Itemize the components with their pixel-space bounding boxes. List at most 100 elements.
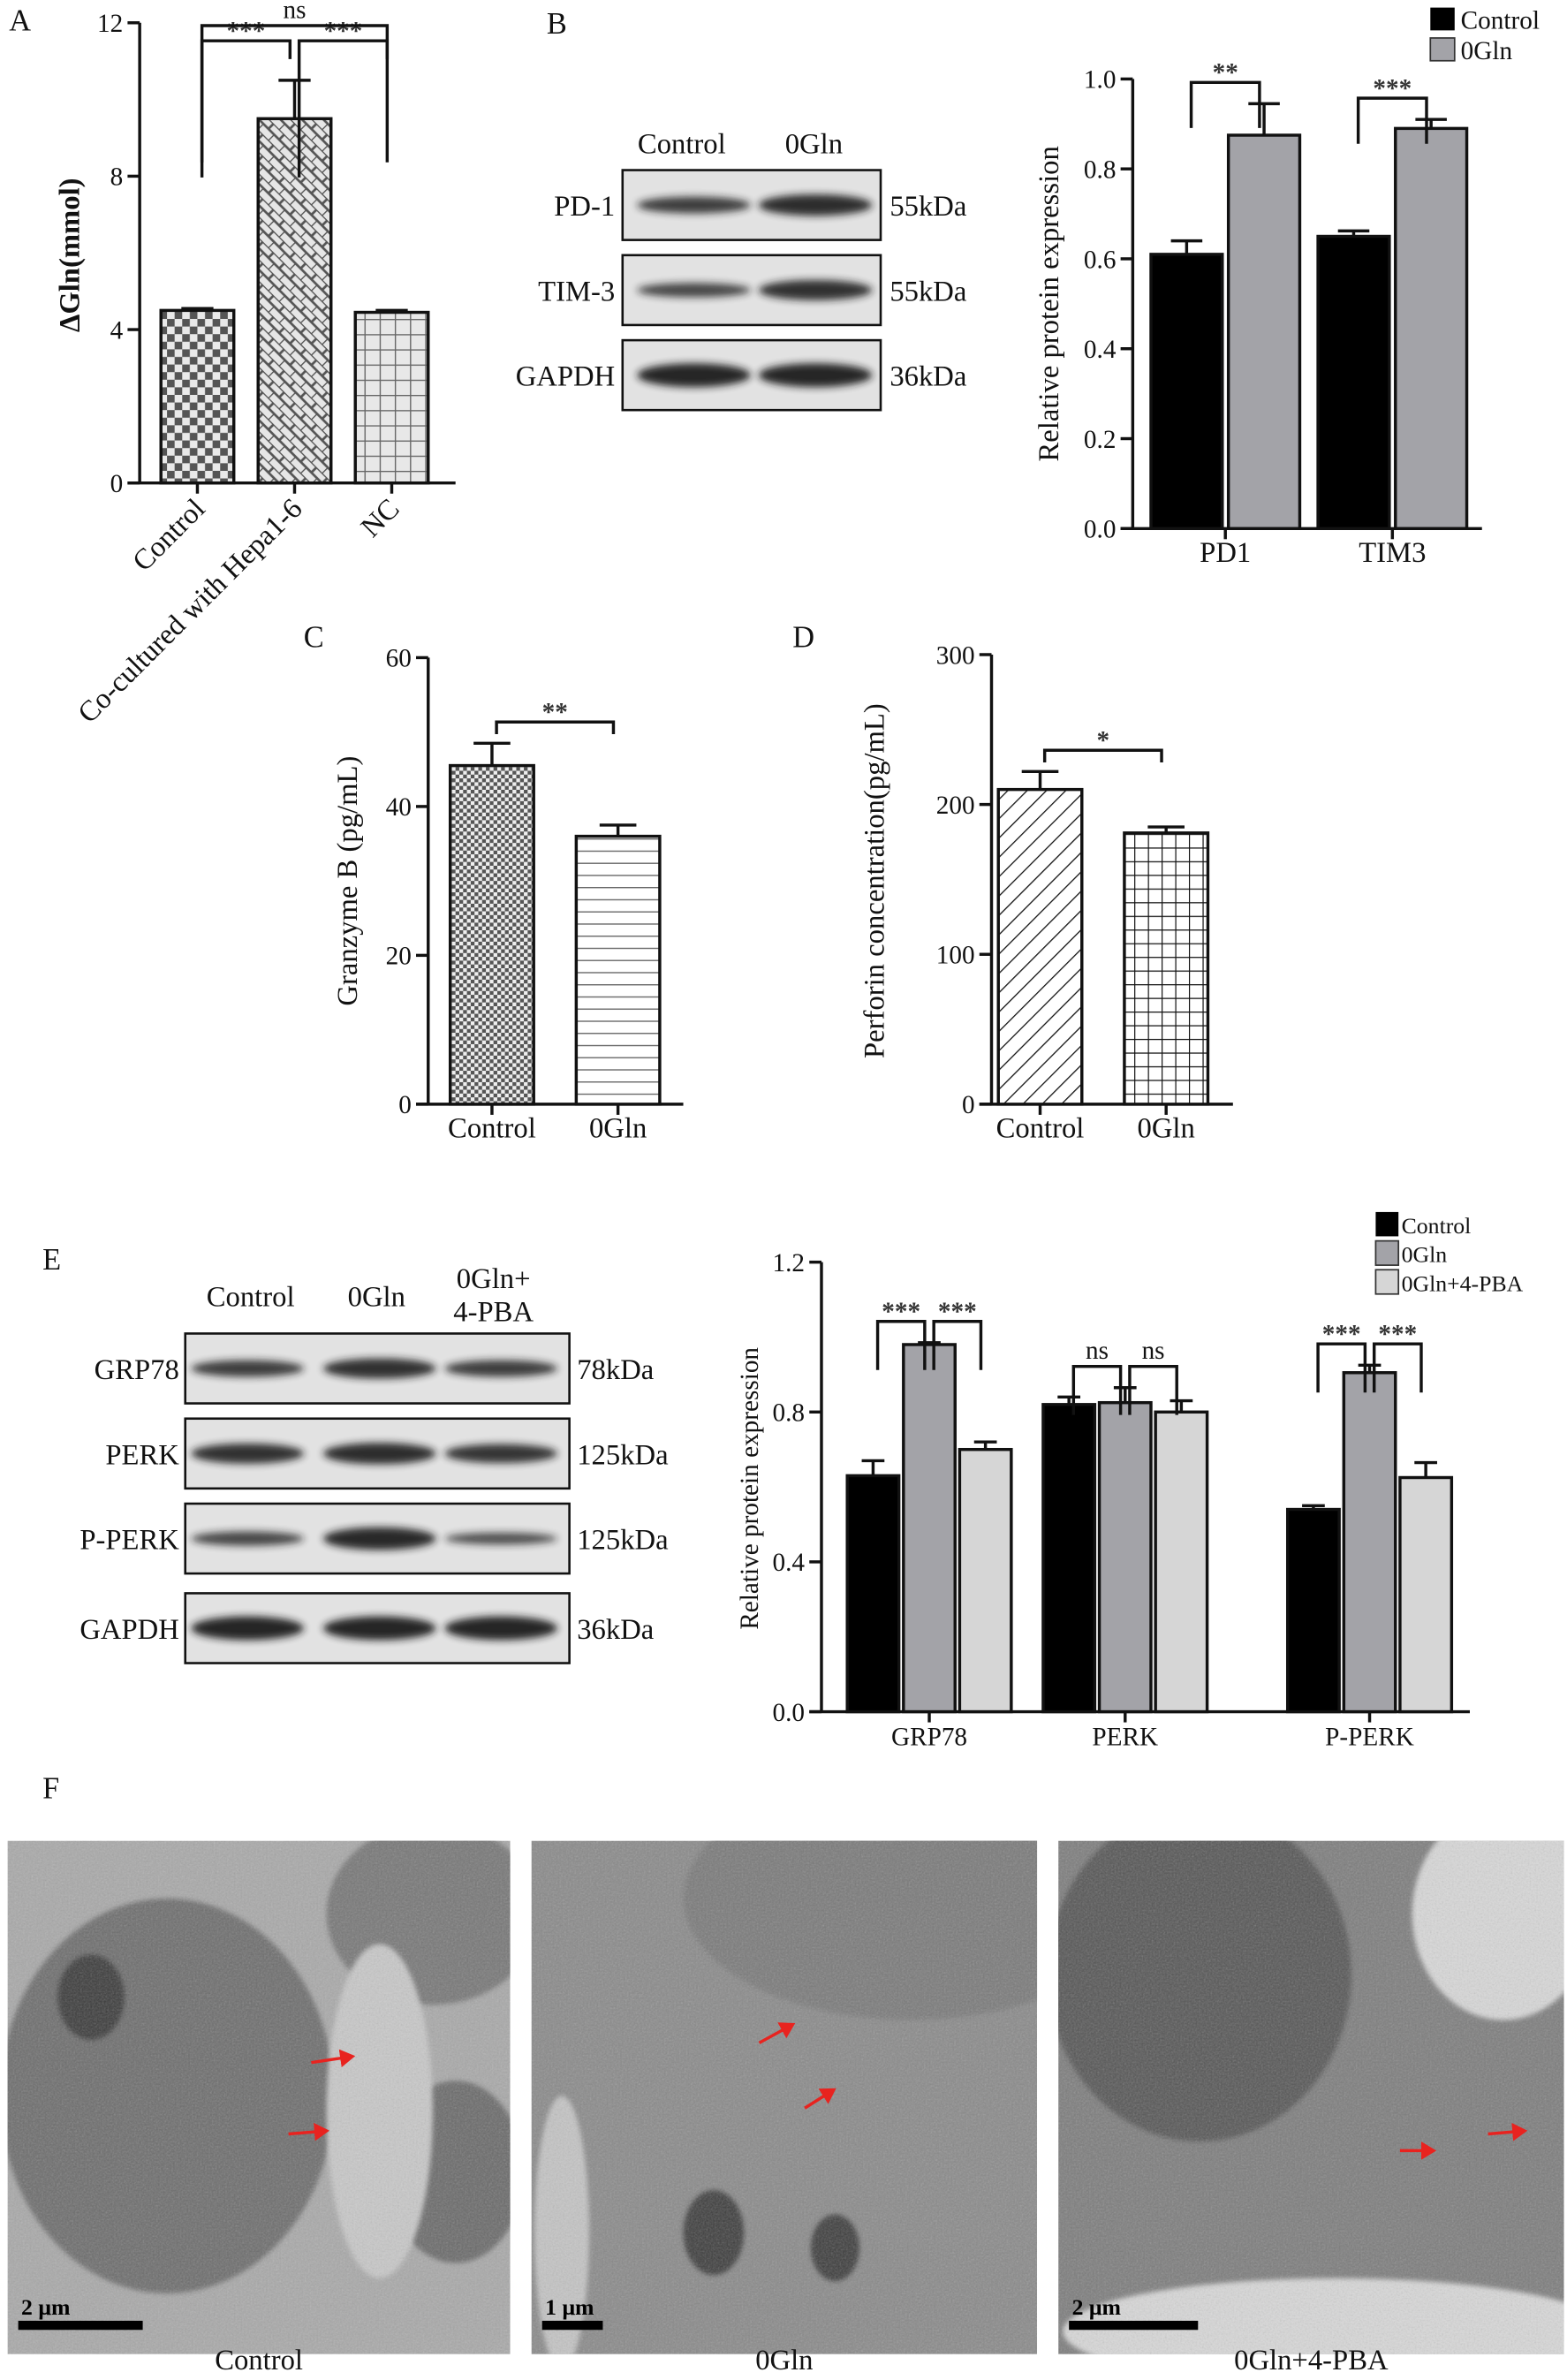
blot-lane-label: Control [638, 129, 726, 161]
significance-bracket [1356, 96, 1428, 144]
bar [1316, 234, 1391, 531]
legend-label-control: Control [1402, 1213, 1472, 1239]
bar [958, 1447, 1013, 1714]
blot-row-label: P-PERK [79, 1525, 179, 1557]
bar [1123, 831, 1210, 1106]
significance-bracket [1128, 1364, 1178, 1415]
bar [902, 1343, 957, 1714]
red-arrow-icon [1488, 2122, 1528, 2141]
blot-kda-label: 78kDa [577, 1354, 655, 1386]
blot-band [758, 279, 873, 300]
blot-kda-label: 36kDa [577, 1614, 655, 1646]
legend-swatch-0gln [1374, 1239, 1400, 1266]
y-tick-label: 0 [962, 1091, 975, 1119]
blot-band [322, 1358, 436, 1379]
significance-label: *** [324, 17, 363, 45]
panel-label-a: A [9, 4, 31, 37]
significance-label: ns [283, 0, 306, 24]
bar [448, 763, 535, 1106]
legend-swatch-control [1375, 1211, 1399, 1237]
blot-kda-label: 125kDa [577, 1525, 669, 1557]
y-tick-label: 0.0 [773, 1699, 806, 1727]
y-tick-label: 4 [110, 316, 124, 345]
blot-lane-label: 0Gln [785, 129, 843, 161]
tem-image [1058, 1840, 1564, 2354]
tem-texture [7, 1840, 511, 2354]
blot-row-label: GAPDH [79, 1614, 178, 1646]
significance-bracket [1071, 1364, 1123, 1415]
chart-c: 0 20 40 60 Control 0Gln ** [386, 645, 684, 1145]
blot-band [444, 1616, 558, 1641]
chart-e-legend: Control 0Gln 0Gln+4-PBA [1374, 1211, 1524, 1296]
x-tick-label: 0Gln [1138, 1113, 1195, 1145]
x-tick-label: Control [448, 1113, 536, 1145]
chart-a-ylabel: ΔGln(mmol) [54, 178, 86, 332]
tem-texture [1058, 1840, 1564, 2354]
blot-lane-label: Control [207, 1282, 295, 1314]
tem-image [531, 1840, 1038, 2354]
scale-bar [541, 2320, 603, 2331]
tem-texture [531, 1840, 1038, 2354]
significance-bracket [200, 24, 390, 163]
x-tick-label: PERK [1092, 1723, 1158, 1751]
significance-bracket [932, 1320, 983, 1370]
x-tick-label: 0Gln [589, 1113, 647, 1145]
legend-label-0gln-4pba: 0Gln+4-PBA [1402, 1270, 1524, 1296]
tem-caption: Control [215, 2345, 303, 2376]
blot-band [322, 1527, 436, 1550]
scale-bar [1069, 2320, 1199, 2331]
bar [1285, 1507, 1341, 1714]
red-arrow-icon [758, 2022, 796, 2044]
significance-label: *** [938, 1298, 977, 1326]
tem-caption: 0Gln+4-PBA [1234, 2345, 1389, 2376]
chart-e-ylabel: Relative protein expression [736, 1347, 764, 1630]
bar [845, 1474, 901, 1714]
x-tick-label: GRP78 [891, 1723, 967, 1751]
bar [353, 310, 430, 485]
blot-band [758, 193, 873, 216]
blot-lane-label: 0Gln [348, 1282, 405, 1314]
bar [159, 308, 236, 485]
significance-label: ** [1213, 59, 1238, 87]
tem-images: 2 μm Control 1 μm 0Gln 2 μm 0Gln+4-PBA [7, 1840, 1564, 2376]
y-tick-label: 0.4 [773, 1549, 806, 1577]
y-tick-label: 300 [936, 641, 975, 670]
significance-label: ** [542, 699, 568, 727]
blot-band [322, 1616, 436, 1641]
y-tick-label: 0.8 [773, 1399, 806, 1428]
scale-bar-label: 1 μm [545, 2294, 594, 2320]
bar [1097, 1400, 1153, 1714]
y-tick-label: 100 [936, 942, 975, 970]
scale-bar-label: 2 μm [21, 2294, 71, 2320]
chart-b-ylabel: Relative protein expression [1033, 146, 1065, 461]
significance-bracket [1189, 80, 1261, 128]
bar [1394, 126, 1469, 531]
red-arrow-icon [804, 2088, 836, 2110]
blot-row-label: PD-1 [554, 191, 615, 223]
blot-band [637, 363, 751, 388]
significance-bracket [1042, 748, 1163, 762]
bar [1154, 1410, 1209, 1714]
y-tick-label: 0.6 [1084, 246, 1117, 274]
significance-label: * [1097, 726, 1110, 754]
panel-label-d: D [792, 620, 814, 654]
blot-band [758, 363, 873, 388]
blot-row-label: GRP78 [95, 1354, 179, 1386]
y-tick-label: 40 [386, 793, 412, 822]
significance-label: *** [1322, 1320, 1361, 1348]
panel-label-b: B [547, 7, 567, 41]
y-tick-label: 0.4 [1084, 336, 1117, 364]
blot-band [444, 1444, 558, 1464]
blot-band [191, 1531, 304, 1546]
y-tick-label: 8 [110, 163, 124, 192]
significance-label: *** [227, 17, 266, 45]
y-tick-label: 60 [386, 645, 412, 673]
bar [1041, 1403, 1097, 1714]
bar [996, 787, 1084, 1106]
y-tick-label: 0 [110, 470, 124, 498]
western-blot-e: Control 0Gln 0Gln+ 4-PBA GRP78 78kDa PERK 1… [79, 1263, 669, 1664]
bar [574, 834, 662, 1106]
bar [1398, 1475, 1454, 1714]
